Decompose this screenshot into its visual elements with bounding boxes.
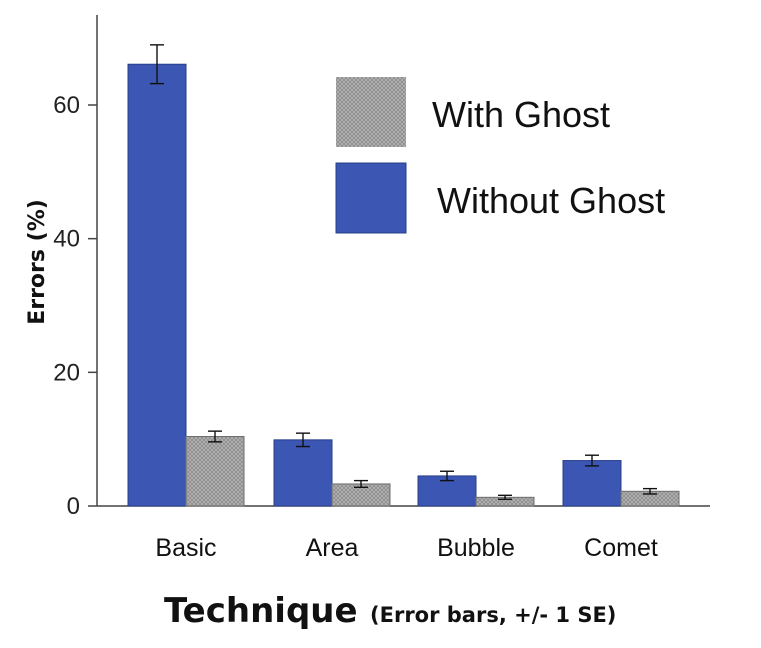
y-ticks: 0 20 40 60 [53,92,97,520]
error-bars [150,44,657,501]
x-axis-title: Technique (Error bars, +/- 1 SE) [164,591,616,631]
y-tick-label: 0 [67,493,80,520]
x-tick-label-basic: Basic [155,534,216,562]
legend-swatch-without-ghost [335,162,407,234]
legend-label-without-ghost: Without Ghost [437,180,665,221]
legend-swatch-with-ghost [336,77,406,147]
x-tick-label-bubble: Bubble [437,534,515,562]
y-tick-label: 40 [53,226,80,253]
error-bar-without-ghost-comet [585,454,599,467]
bar-without-ghost-basic [127,63,187,507]
x-tick-label-comet: Comet [584,534,658,562]
bar-without-ghost-area [273,439,333,507]
error-bar-with-ghost-bubble [498,494,512,501]
error-bar-with-ghost-area [354,479,368,488]
error-bar-without-ghost-area [296,432,310,448]
error-bar-without-ghost-bubble [440,470,454,482]
error-bar-with-ghost-basic [208,430,222,443]
x-tick-label-area: Area [306,534,359,562]
x-tick-labels: Basic Area Bubble Comet [155,534,657,562]
x-axis-title-note: (Error bars, +/- 1 SE) [370,603,616,627]
y-tick-label: 20 [53,359,80,386]
bar-with-ghost-basic [185,435,245,507]
x-axis-title-main: Technique [164,591,358,631]
error-bar-without-ghost-basic [150,44,164,85]
bar-without-ghost-comet [562,460,622,507]
legend-label-with-ghost: With Ghost [432,94,610,135]
error-bar-with-ghost-comet [643,487,657,495]
bars [127,63,680,507]
y-tick-label: 60 [53,92,80,119]
y-axis-title: Errors (%) [25,199,50,325]
legend: With Ghost Without Ghost [335,77,665,234]
